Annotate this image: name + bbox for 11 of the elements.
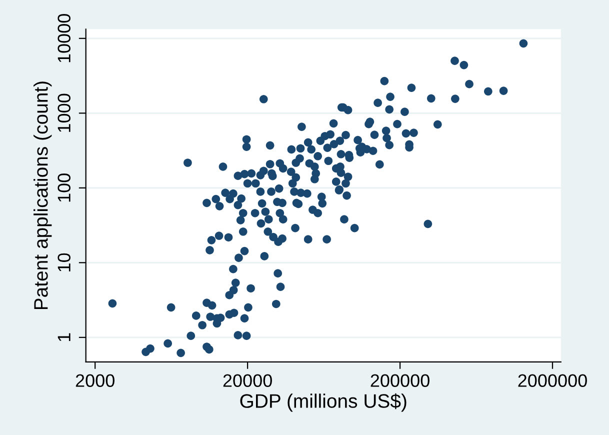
y-tick-label: 10 [58,253,70,272]
y-tick-label: 1 [58,333,70,342]
x-axis-title: GDP (millions US$) [240,393,406,412]
y-tick-label: 100 [58,174,70,202]
y-tick-label: 1000 [58,94,70,132]
x-tick-label: 2000 [76,374,114,387]
x-tick-label: 20000 [223,374,272,387]
y-axis-title: Patent applications (count) [34,82,52,310]
x-tick-label: 200000 [370,374,430,387]
x-tick-label: 2000000 [518,374,587,387]
y-tick-label: 10000 [58,14,70,62]
